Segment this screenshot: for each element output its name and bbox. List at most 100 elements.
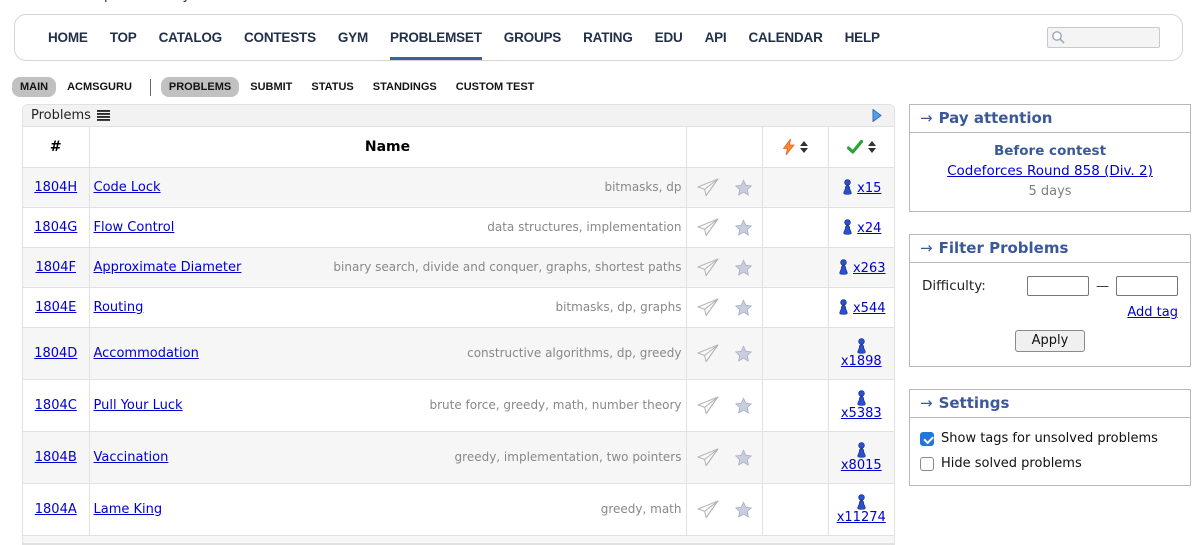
subnav-item-main[interactable]: MAIN [12,77,57,97]
difficulty-min-input[interactable] [1027,276,1089,297]
nav-item-home[interactable]: HOME [48,30,88,45]
apply-button[interactable]: Apply [1014,330,1086,353]
problem-tags: greedy, math [600,502,682,516]
nav-item-calendar[interactable]: CALENDAR [748,30,823,45]
problem-row: 1804A Lame King greedy, math x11274 [23,483,894,536]
problem-name-link[interactable]: Routing [93,299,144,315]
nav-item-help[interactable]: HELP [844,30,880,45]
problem-name-link[interactable]: Pull Your Luck [93,397,183,413]
paper-plane-icon[interactable] [696,343,719,363]
hide-solved-checkbox[interactable] [920,456,934,471]
problem-id-link[interactable]: 1804G [34,219,78,235]
sort-solved-icon[interactable] [867,140,876,153]
problem-name-link[interactable]: Approximate Diameter [93,259,242,275]
subnav-item-status[interactable]: STATUS [311,81,354,93]
add-tag-link[interactable]: Add tag [1127,305,1178,321]
settings-caption: → Settings [910,390,1190,419]
column-header-name: Name [89,127,687,168]
contest-link[interactable]: Codeforces Round 858 (Div. 2) [947,163,1153,180]
nav-item-top[interactable]: TOP [109,30,137,45]
person-icon [857,389,866,406]
star-icon[interactable] [734,344,752,362]
show-tags-checkbox[interactable] [920,431,934,446]
list-icon[interactable] [96,110,110,121]
nav-item-contests[interactable]: CONTESTS [243,30,316,45]
solved-count-link[interactable]: x11274 [837,493,886,525]
person-icon [857,441,866,458]
problems-panel: Problems [22,104,895,545]
nav-item-groups[interactable]: GROUPS [503,30,562,45]
solved-count-link[interactable]: x24 [841,218,881,236]
subnav-item-problems[interactable]: PROBLEMS [160,77,240,97]
problem-row: 1804E Routing bitmasks, dp, graphs x544 [23,287,894,328]
paper-plane-icon[interactable] [696,395,719,415]
person-icon [839,258,848,275]
problem-id-link[interactable]: 1804A [34,501,77,517]
star-icon[interactable] [734,396,752,414]
difficulty-cell [762,379,829,432]
star-icon[interactable] [734,178,752,196]
difficulty-cell [762,207,829,248]
solved-count-link[interactable]: x263 [837,258,886,276]
solved-count-link[interactable]: x8015 [841,441,882,473]
star-icon[interactable] [734,298,752,316]
star-icon[interactable] [734,218,752,236]
column-header-solved[interactable] [828,127,894,168]
subnav-item-custom-test[interactable]: CUSTOM TEST [455,81,535,93]
problem-name-link[interactable]: Flow Control [93,219,175,235]
main-nav: HOME TOP CATALOG CONTESTS GYM PROBLEMSET… [14,14,1183,61]
difficulty-cell [762,483,829,536]
problem-id-link[interactable]: 1804D [34,345,78,361]
solved-count-link[interactable]: x15 [841,178,881,196]
subnav-item-submit[interactable]: SUBMIT [250,81,293,93]
search-input[interactable] [1066,29,1156,46]
subnav-item-standings[interactable]: STANDINGS [372,81,437,93]
problem-id-link[interactable]: 1804C [34,397,77,413]
paper-plane-icon[interactable] [696,217,719,237]
nav-item-edu[interactable]: EDU [654,30,683,45]
column-header-index: # [23,127,90,168]
problem-name-link[interactable]: Accommodation [93,345,199,361]
problem-id-link[interactable]: 1804B [34,449,77,465]
star-icon[interactable] [734,448,752,466]
paper-plane-icon[interactable] [696,297,719,317]
problem-name-link[interactable]: Code Lock [93,179,161,195]
problem-id-link[interactable]: 1804E [35,299,77,315]
difficulty-max-input[interactable] [1116,276,1178,297]
problem-tags: bitmasks, dp, graphs [555,300,682,314]
nav-item-gym[interactable]: GYM [337,30,369,45]
column-header-difficulty[interactable] [762,127,829,168]
solved-count-link[interactable]: x5383 [841,389,882,421]
solved-count-link[interactable]: x544 [837,298,886,316]
pay-attention-caption: → Pay attention [910,105,1190,133]
problem-name-link[interactable]: Vaccination [93,449,169,465]
problem-row: 1804B Vaccination greedy, implementation… [23,431,894,484]
nav-item-api[interactable]: API [704,30,727,45]
lightning-icon [782,138,795,155]
problem-tags: binary search, divide and conquer, graph… [333,260,682,274]
solved-count-link[interactable]: x1898 [841,337,882,369]
problem-row: 1804H Code Lock bitmasks, dp x15 [23,167,894,208]
nav-item-catalog[interactable]: CATALOG [158,30,223,45]
problem-id-link[interactable]: 1804F [35,259,77,275]
star-icon[interactable] [734,500,752,518]
problem-tags: greedy, implementation, two pointers [454,450,682,464]
difficulty-cell [762,287,829,328]
problem-row: 1804G Flow Control data structures, impl… [23,207,894,248]
paper-plane-icon[interactable] [696,499,719,519]
problem-name-link[interactable]: Lame King [93,501,163,517]
collapse-arrow-icon[interactable] [872,109,882,122]
nav-item-rating[interactable]: RATING [583,30,633,45]
problem-tags: constructive algorithms, dp, greedy [467,346,682,360]
clipped-header-text: Sponsored by TON [95,0,225,3]
search-box[interactable] [1047,27,1160,48]
sort-difficulty-icon[interactable] [800,140,808,153]
paper-plane-icon[interactable] [696,447,719,467]
subnav-item-acmsguru[interactable]: ACMSGURU [67,81,132,93]
difficulty-cell [762,167,829,208]
star-icon[interactable] [734,258,752,276]
paper-plane-icon[interactable] [696,177,719,197]
paper-plane-icon[interactable] [696,257,719,277]
nav-item-problemset[interactable]: PROBLEMSET [390,15,482,60]
problem-id-link[interactable]: 1804H [34,179,78,195]
